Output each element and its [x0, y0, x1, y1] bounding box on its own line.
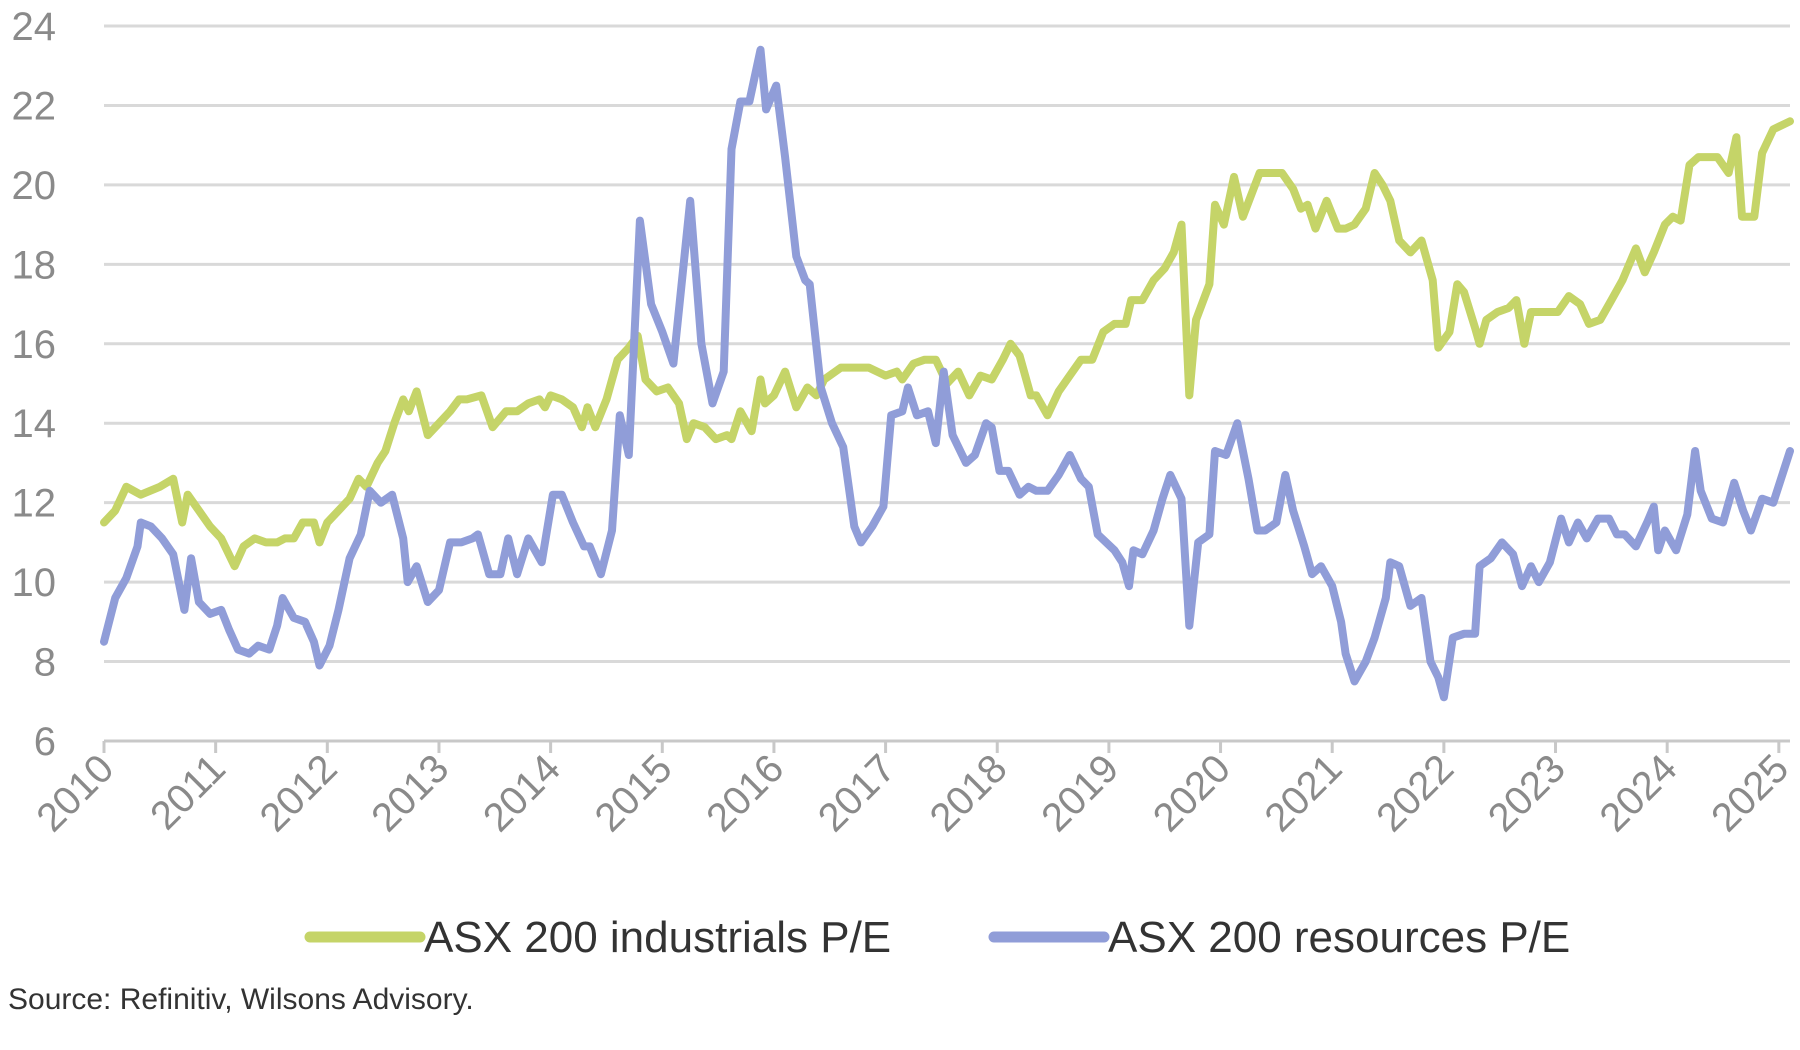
y-tick-label: 18 [12, 243, 57, 287]
y-tick-label: 22 [12, 84, 57, 128]
x-tick-label: 2022 [1368, 746, 1462, 840]
x-tick-label: 2019 [1033, 746, 1127, 840]
series-line-industrials [100, 117, 1794, 571]
series-line-resources [100, 45, 1794, 702]
y-tick-label: 10 [12, 561, 57, 605]
x-tick-label: 2015 [587, 746, 681, 840]
y-tick-label: 6 [34, 720, 56, 764]
x-tick-label: 2011 [142, 746, 234, 838]
x-tick-label: 2025 [1703, 746, 1797, 840]
legend-label-industrials: ASX 200 industrials P/E [424, 913, 891, 962]
legend-label-resources: ASX 200 resources P/E [1108, 913, 1570, 962]
source-note: Source: Refinitiv, Wilsons Advisory. [8, 983, 474, 1016]
y-tick-labels: 6 8 10 12 14 16 18 20 22 24 [12, 5, 57, 764]
y-tick-label: 16 [12, 323, 57, 367]
y-tick-label: 14 [12, 402, 57, 446]
x-tick-label: 2014 [475, 746, 569, 840]
x-axis [102, 741, 1781, 753]
x-tick-label: 2020 [1145, 746, 1239, 840]
series-lines [100, 45, 1794, 702]
x-tick-label: 2016 [698, 746, 792, 840]
x-tick-labels: 2010 2011 2012 2013 2014 2015 2016 2017 2018 2019… [28, 746, 1797, 840]
y-tick-label: 24 [12, 5, 57, 49]
y-tick-label: 8 [34, 641, 56, 685]
legend-item-industrials: ASX 200 industrials P/E [304, 913, 891, 962]
x-tick-label: 2024 [1592, 746, 1686, 840]
x-tick-label: 2012 [252, 746, 346, 840]
x-tick-label: 2018 [922, 746, 1016, 840]
y-tick-label: 20 [12, 164, 57, 208]
legend: ASX 200 industrials P/E ASX 200 resource… [304, 913, 1570, 962]
x-tick-label: 2021 [1257, 746, 1351, 840]
x-tick-label: 2013 [363, 746, 457, 840]
y-tick-label: 12 [12, 482, 57, 526]
x-tick-label: 2023 [1480, 746, 1574, 840]
x-tick-label: 2017 [810, 746, 904, 840]
legend-item-resources: ASX 200 resources P/E [988, 913, 1570, 962]
